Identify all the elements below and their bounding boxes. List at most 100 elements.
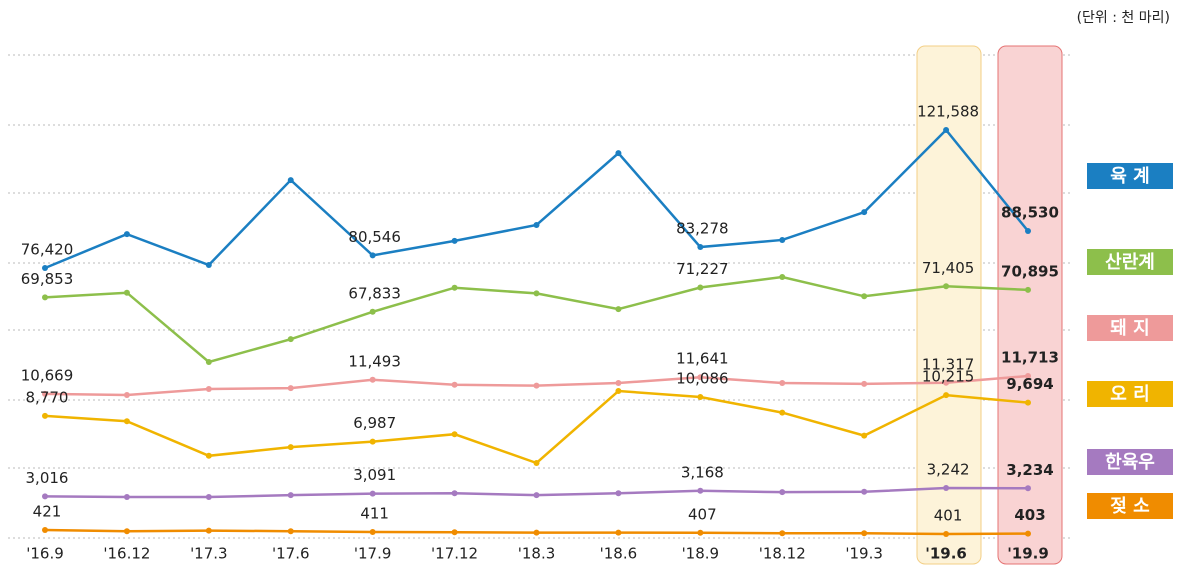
point (779, 489, 785, 495)
point (615, 306, 621, 312)
point (288, 444, 294, 450)
point (124, 392, 130, 398)
point (779, 274, 785, 280)
data-label: 3,234 (1006, 461, 1053, 479)
point (861, 530, 867, 536)
point (534, 222, 540, 228)
point (206, 386, 212, 392)
legend-label: 돼 지 (1110, 318, 1149, 339)
data-label: 3,168 (681, 463, 724, 481)
data-label: 70,895 (1001, 262, 1059, 280)
data-label: 67,833 (348, 284, 401, 302)
point (452, 285, 458, 291)
data-label: 71,405 (922, 259, 975, 277)
point (1025, 400, 1031, 406)
point (452, 238, 458, 244)
point (1025, 485, 1031, 491)
point (206, 262, 212, 268)
point (370, 377, 376, 383)
data-label: 71,227 (676, 260, 729, 278)
point (206, 528, 212, 534)
point (42, 294, 48, 300)
point (534, 530, 540, 536)
x-tick-label: '18.6 (600, 545, 638, 563)
point (370, 491, 376, 497)
point (206, 494, 212, 500)
legend-label: 젖 소 (1110, 496, 1149, 517)
data-label: 401 (934, 507, 963, 525)
series-line (45, 130, 1028, 268)
data-label: 10,086 (676, 369, 729, 387)
point (288, 336, 294, 342)
point (861, 489, 867, 495)
legend-label: 육 계 (1110, 166, 1149, 187)
point (288, 492, 294, 498)
legend-label: 오 리 (1110, 384, 1149, 405)
x-tick-label: '16.9 (26, 545, 64, 563)
legend-label: 한육우 (1105, 452, 1155, 473)
legend-label: 산란계 (1105, 252, 1155, 273)
point (124, 231, 130, 237)
x-tick-label: '19.6 (925, 545, 967, 563)
point (42, 413, 48, 419)
data-label: 3,016 (26, 469, 69, 487)
data-label: 76,420 (21, 241, 74, 259)
point (615, 388, 621, 394)
chart: (단위 : 천 마리) '16.9'16.12'17.3'17.6'17.9'1… (0, 0, 1179, 565)
point (943, 127, 949, 133)
point (288, 177, 294, 183)
x-tick-label: '17.6 (272, 545, 310, 563)
point (1025, 287, 1031, 293)
point (861, 433, 867, 439)
data-label: 9,694 (1006, 375, 1053, 393)
point (370, 529, 376, 535)
data-label: 88,530 (1001, 204, 1059, 222)
point (615, 380, 621, 386)
x-tick-label: '19.9 (1007, 545, 1049, 563)
point (452, 431, 458, 437)
data-label: 121,588 (917, 103, 979, 121)
data-label: 403 (1014, 506, 1045, 524)
point (452, 529, 458, 535)
x-tick-label: '16.12 (103, 545, 150, 563)
data-label: 11,493 (348, 352, 401, 370)
data-label: 3,242 (927, 461, 970, 479)
point (615, 150, 621, 156)
point (124, 418, 130, 424)
unit-note: (단위 : 천 마리) (1077, 10, 1170, 26)
point (288, 528, 294, 534)
data-label: 6,987 (353, 414, 396, 432)
highlight (917, 46, 981, 564)
point (206, 453, 212, 459)
point (943, 283, 949, 289)
x-tick-label: '18.3 (518, 545, 556, 563)
x-tick-label: '17.12 (431, 545, 478, 563)
data-label: 10,669 (21, 366, 74, 384)
point (779, 410, 785, 416)
series-line (45, 277, 1028, 362)
point (42, 527, 48, 533)
point (779, 237, 785, 243)
point (534, 460, 540, 466)
point (370, 439, 376, 445)
point (534, 383, 540, 389)
point (370, 309, 376, 315)
point (534, 492, 540, 498)
data-label: 83,278 (676, 220, 729, 238)
point (1025, 228, 1031, 234)
point (615, 530, 621, 536)
point (861, 381, 867, 387)
data-label: 407 (688, 505, 717, 523)
data-label: 69,853 (21, 270, 74, 288)
point (861, 209, 867, 215)
point (779, 530, 785, 536)
point (615, 490, 621, 496)
data-label: 8,770 (26, 388, 69, 406)
point (124, 290, 130, 296)
point (779, 380, 785, 386)
point (697, 244, 703, 250)
point (943, 392, 949, 398)
data-label: 80,546 (348, 228, 401, 246)
x-tick-label: '17.3 (190, 545, 228, 563)
data-label: 421 (33, 503, 62, 521)
